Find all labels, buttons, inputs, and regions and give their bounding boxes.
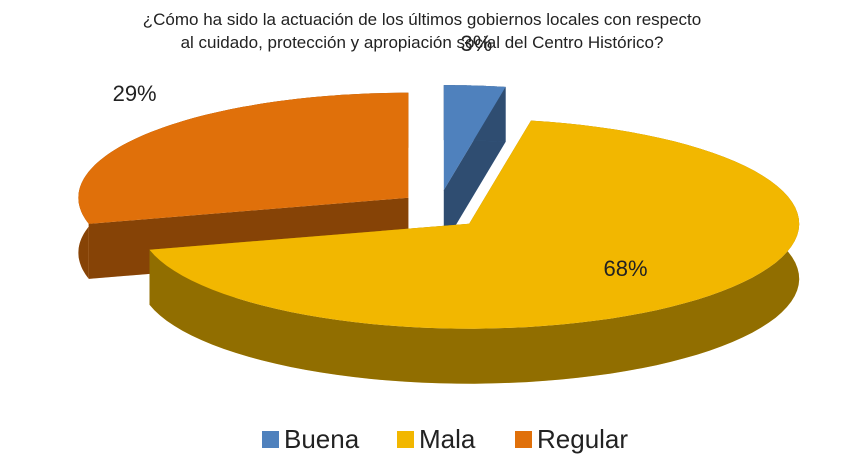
- legend-label: Buena: [284, 424, 360, 454]
- legend-label: Regular: [537, 424, 628, 454]
- slice: [443, 85, 506, 191]
- legend-swatch: [397, 431, 414, 448]
- data-label: 3%: [460, 31, 492, 56]
- chart-title: ¿Cómo ha sido la actuación de los último…: [142, 10, 702, 52]
- legend-swatch: [262, 431, 279, 448]
- slice: [149, 120, 800, 329]
- slice: [78, 92, 409, 224]
- data-label: 29%: [113, 81, 157, 106]
- legend-label: Mala: [419, 424, 476, 454]
- legend-swatch: [515, 431, 532, 448]
- data-label: 68%: [603, 256, 647, 281]
